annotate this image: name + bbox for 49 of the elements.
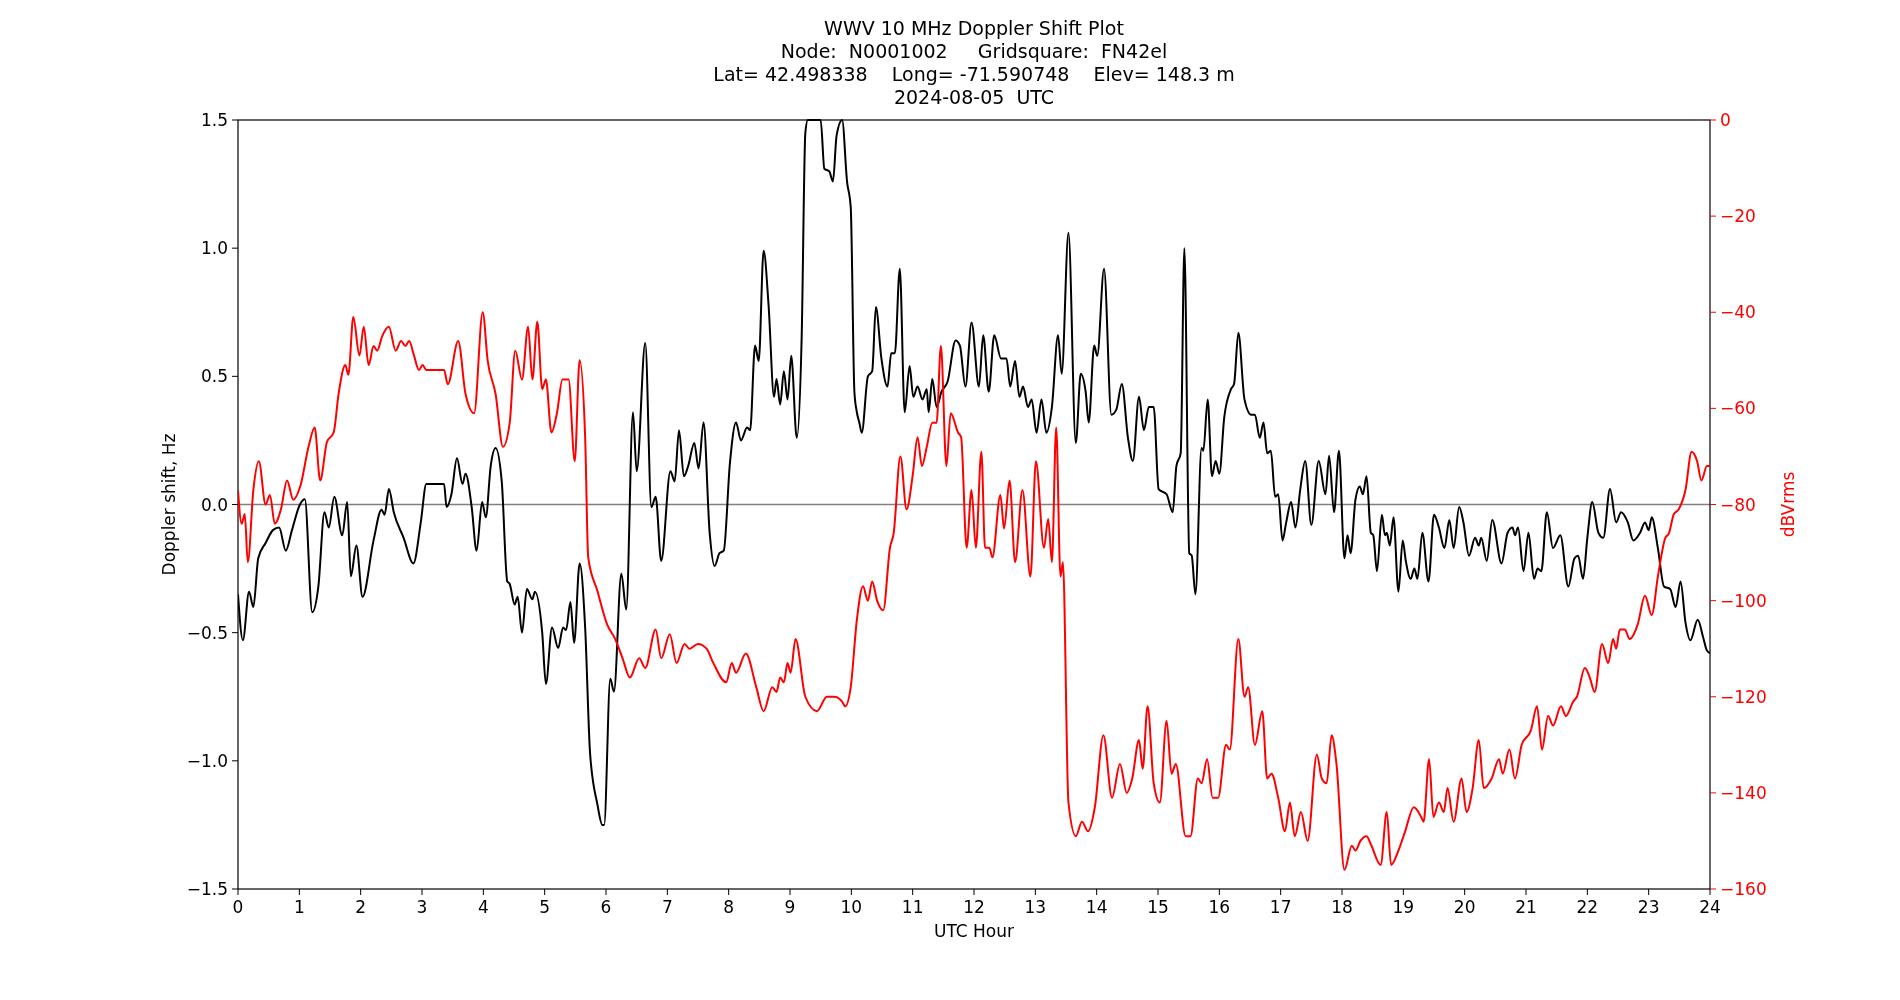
text: Node: N0001002 Gridsquare: FN42el <box>780 40 1168 62</box>
x-tick-label: 11 <box>901 897 924 917</box>
y-tick-label: 0.0 <box>200 494 228 515</box>
x-tick-label: 15 <box>1147 897 1169 917</box>
y2-tick-label: −60 <box>1720 398 1756 419</box>
y2-tick-label: −140 <box>1720 782 1767 803</box>
x-tick-label: 22 <box>1576 897 1599 917</box>
y2-tick-label: −80 <box>1720 494 1756 515</box>
y2-tick-label: −40 <box>1720 302 1756 323</box>
x-tick-label: 18 <box>1331 897 1353 917</box>
y-axis-title: Doppler shift, Hz <box>159 433 179 576</box>
x-tick-label: 23 <box>1637 897 1660 917</box>
x-tick-label: 0 <box>232 897 244 917</box>
x-tick-label: 19 <box>1392 897 1415 917</box>
y2-tick-label: −100 <box>1720 590 1767 611</box>
x-tick-label: 4 <box>477 897 489 917</box>
y2-tick-label: −20 <box>1720 206 1756 227</box>
x-tick-label: 12 <box>963 897 985 917</box>
x-tick-label: 21 <box>1515 897 1537 917</box>
y-tick-label: 0.5 <box>200 366 228 387</box>
y-tick-label: −1.0 <box>186 750 228 771</box>
y2-tick-label: 0 <box>1720 110 1731 130</box>
x-tick-label: 13 <box>1024 897 1047 917</box>
x-tick-label: 2 <box>355 897 367 917</box>
line-series <box>238 311 1710 871</box>
text: Lat= 42.498338 Long= -71.590748 Elev= 148.3 m <box>713 63 1235 85</box>
y2-tick-label: −160 <box>1720 879 1767 899</box>
y-tick-label: −0.5 <box>186 622 228 643</box>
x-tick-label: 9 <box>784 897 796 917</box>
text: 2024-08-05 UTC <box>893 86 1055 108</box>
x-tick-label: 1 <box>293 897 305 917</box>
y-tick-label: −1.5 <box>186 879 228 899</box>
x-tick-label: 10 <box>840 897 863 917</box>
x-tick-label: 5 <box>539 897 551 917</box>
x-tick-label: 16 <box>1208 897 1231 917</box>
x-tick-label: 24 <box>1699 897 1721 917</box>
y2-axis-title: dBVrms <box>1778 471 1798 538</box>
x-tick-label: 3 <box>416 897 428 917</box>
y2-tick-label: −120 <box>1720 686 1767 707</box>
x-tick-label: 6 <box>600 897 612 917</box>
y-tick-label: 1.5 <box>200 110 228 130</box>
x-tick-label: 20 <box>1453 897 1476 917</box>
x-tick-label: 17 <box>1269 897 1292 917</box>
y-tick-label: 1.0 <box>200 238 228 259</box>
x-tick-label: 14 <box>1085 897 1108 917</box>
x-tick-label: 8 <box>723 897 735 917</box>
chart-title: WWV 10 MHz Doppler Shift Plot <box>824 17 1124 39</box>
x-axis-title: UTC Hour <box>933 921 1015 941</box>
x-tick-label: 7 <box>661 897 673 917</box>
